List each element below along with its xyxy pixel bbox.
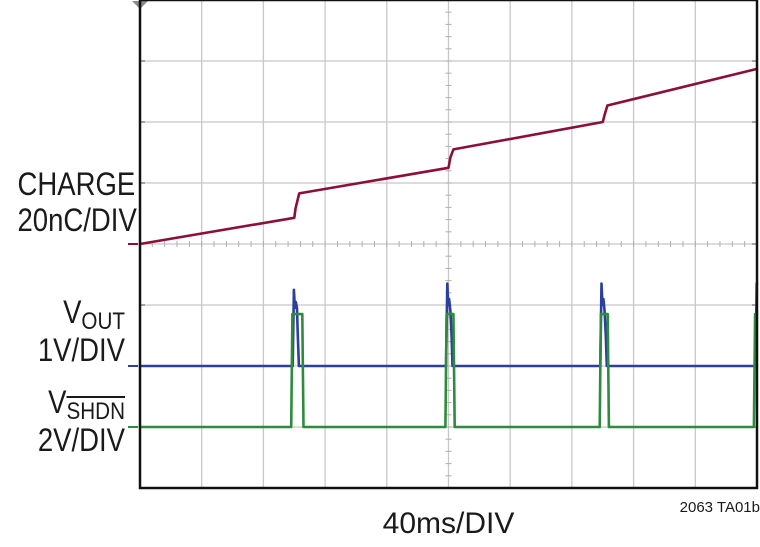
vshdn-trace (138, 312, 759, 429)
vout-label-sub: OUT (81, 308, 125, 335)
vshdn-scale-label: 2V/DIV (18, 424, 126, 456)
plot-frame (138, 0, 759, 490)
vout-trace (138, 282, 759, 368)
vshdn-label-sub: SHDN (66, 398, 125, 425)
vshdn-scale-text: 2V/DIV (37, 422, 125, 458)
vout-scale-text: 1V/DIV (37, 332, 125, 368)
vshdn-label: VSHDN (18, 384, 125, 425)
ground-markers (128, 243, 138, 428)
traces (138, 67, 759, 429)
vshdn-label-main: V (48, 384, 67, 420)
charge-scale-text: 20nC/DIV (17, 202, 137, 238)
charge-label: CHARGE (18, 168, 136, 200)
vout-label-main: V (63, 294, 82, 330)
vout-scale-label: 1V/DIV (18, 334, 126, 366)
charge-label-name: CHARGE (17, 166, 136, 202)
charge-trace (138, 67, 759, 246)
vout-label: VOUT (18, 294, 125, 335)
charge-scale-label: 20nC/DIV (18, 204, 137, 236)
figure-id: 2063 TA01b (679, 499, 760, 516)
x-axis-label: 40ms/DIV (382, 507, 515, 540)
